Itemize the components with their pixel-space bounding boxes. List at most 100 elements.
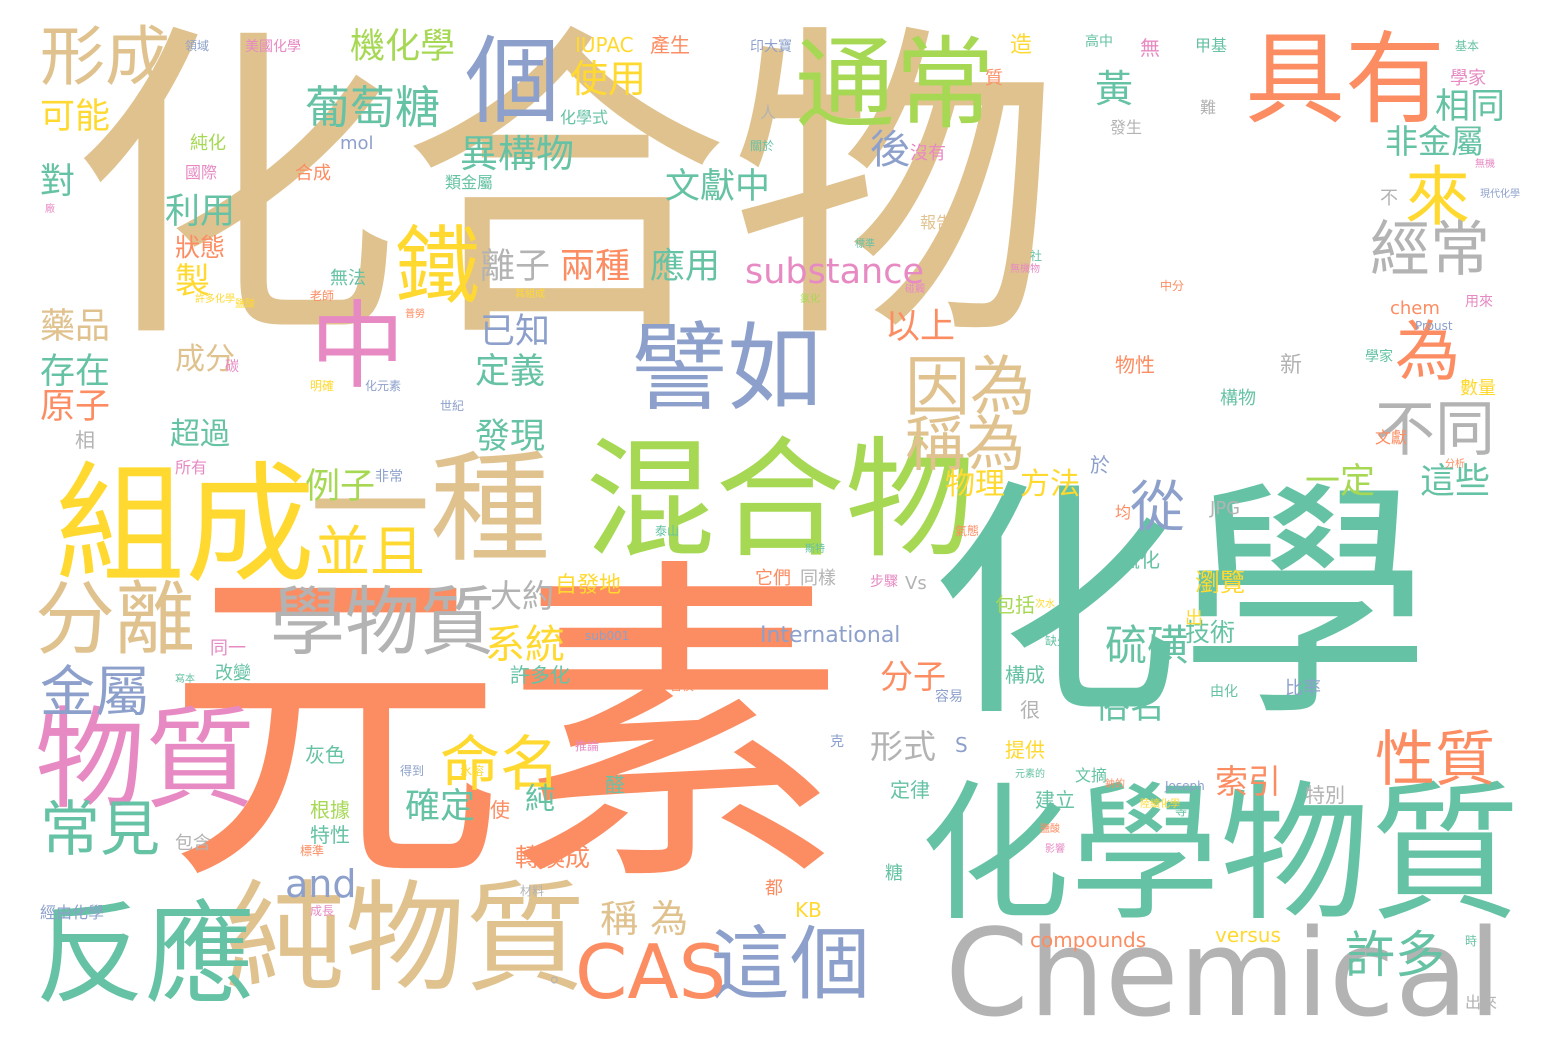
word-xiandaihuaxue: 現代化學: [1480, 189, 1520, 200]
word-fenxi: 分析: [1445, 459, 1465, 470]
word-mingming: 命名: [440, 730, 560, 800]
word-wujiwu: 無機物: [1010, 264, 1040, 275]
word-shi-2: 時: [1465, 934, 1478, 948]
word-yuansu: 元素: [165, 532, 845, 928]
word-yizhi: 已知: [480, 312, 551, 352]
word-yonglai: 用來: [1465, 294, 1493, 310]
word-changjian: 常見: [40, 795, 160, 865]
word-laoshi: 老師: [310, 289, 335, 303]
word-huayuansu: 化元素: [365, 379, 402, 393]
word-tigong: 提供: [1005, 738, 1045, 762]
word-tuilun: 推論: [575, 739, 600, 753]
word-chem: chem: [1390, 298, 1440, 319]
word-zhi: 製: [175, 262, 211, 302]
word-liangzhong: 兩種: [560, 247, 631, 287]
word-wu: 無: [1140, 36, 1160, 60]
word-chunwuzhi: 純物質: [225, 870, 585, 1009]
word-tongyang: 同樣: [800, 568, 836, 589]
word-suming: 俗名: [1095, 687, 1166, 727]
word-xiangtong: 相同: [1435, 87, 1506, 127]
word-ke: 克: [830, 734, 844, 750]
word-nan: 難: [1200, 98, 1217, 117]
word-chengfen: 成分: [175, 342, 235, 377]
word-jingyouhuaxue: 經由化學: [40, 903, 105, 922]
word-huang: 黃: [1095, 67, 1134, 111]
word-jishu: 技術: [1185, 618, 1236, 647]
word-xiguan: 習慣: [670, 679, 695, 693]
word-guanyu: 關於: [750, 139, 775, 153]
word-and: and: [285, 862, 357, 906]
word-tie: 鐵: [395, 218, 481, 317]
word-yansuan: 鹽酸: [235, 299, 255, 310]
word-buzhou: 步驟: [870, 574, 898, 590]
word-qitai: 氣態: [955, 524, 980, 538]
word-chang: 廠: [45, 204, 55, 215]
word-jingchang: 經常: [1370, 215, 1490, 285]
word-feichang: 非常: [375, 469, 403, 485]
word-yinwei: 因為: [905, 350, 1036, 425]
word-xuduo: 許多: [1345, 926, 1445, 984]
word-huaxueshi: 化學式: [560, 108, 609, 127]
word-xieben: 寫本: [175, 674, 195, 685]
word-xingcheng: 形成: [40, 20, 171, 95]
word-chaoguo: 超過: [170, 417, 230, 452]
word-texing: 特性: [310, 823, 350, 847]
word-keneng: 可能: [40, 97, 111, 137]
word-gaibian: 改變: [215, 663, 251, 684]
word-hou: 後: [870, 127, 910, 173]
word-xuduohua: 許多化: [510, 663, 570, 687]
word-fenli: 分離: [35, 573, 195, 666]
word-se: 色: [475, 203, 492, 222]
word-cong: 從: [1130, 475, 1186, 539]
word-zhuangtai: 狀態: [175, 233, 226, 262]
word-lvhua: 氯化: [800, 294, 820, 305]
word-lizi: 離子: [480, 247, 551, 287]
word-huahewu: 化合物: [70, 0, 1060, 382]
word-liyong: 利用: [165, 192, 236, 232]
word-butong: 不同: [1375, 395, 1495, 465]
word-shiji: 世紀: [440, 399, 465, 413]
word-ren: 人: [760, 103, 777, 122]
word-wenxian: 文獻: [1375, 428, 1408, 447]
word-s: S: [955, 733, 968, 757]
word-cas: CAS: [575, 928, 727, 1016]
word-xin: 新: [1280, 353, 1303, 378]
word-yiding: 一定: [1305, 462, 1376, 502]
word-wenxianzhong: 文獻中: [665, 167, 771, 207]
word-jiben: 基本: [1455, 39, 1480, 53]
word-zhongfen: 中分: [1160, 279, 1185, 293]
word-shi: 使: [490, 798, 510, 822]
word-liulan: 瀏覽: [1195, 568, 1246, 597]
word-yizhong: 一種: [310, 440, 550, 579]
word-quan: 醛: [605, 773, 625, 797]
word-xuduohuaxue: 許多化學: [195, 294, 235, 305]
word-shuirong: 水溶: [460, 764, 485, 778]
word-zhege: 這個: [710, 918, 870, 1011]
word-baohan: 包含: [175, 833, 211, 854]
word-rongyi: 容易: [935, 689, 963, 705]
word-lai: 來: [1405, 160, 1471, 235]
word-qizucheng: 其組成: [515, 289, 545, 300]
word-bu: 不: [1380, 188, 1398, 209]
word-wuli: 物理: [945, 467, 1005, 502]
word-compounds: compounds: [1030, 928, 1147, 952]
word-chu: 出: [1185, 608, 1203, 629]
word-meiguohuaxue: 美國化學: [245, 39, 301, 55]
word-vs: Vs: [905, 573, 927, 594]
word-yu: 於: [1090, 453, 1110, 477]
word-fasheng: 發生: [1110, 118, 1143, 137]
word-joseph: Joseph: [1165, 779, 1205, 793]
word-liuhua: 硫化: [1120, 548, 1160, 572]
word-juyou: 具有: [1245, 21, 1445, 138]
word-chengzhang: 成長: [310, 904, 335, 918]
word-chengwei: 稱為: [905, 410, 1025, 480]
word-suoyou: 所有: [175, 458, 208, 477]
word-yingxiang: 影響: [1045, 844, 1065, 855]
word-zao: 造: [1010, 33, 1033, 58]
word-jinshu: 金屬: [40, 660, 151, 724]
word-youhua: 由化: [1210, 684, 1238, 700]
word-cunzai: 存在: [40, 352, 111, 392]
word-tongchang: 通常: [795, 26, 995, 143]
word-chulai: 出來: [1465, 993, 1498, 1012]
word-ge: 個: [465, 27, 561, 137]
